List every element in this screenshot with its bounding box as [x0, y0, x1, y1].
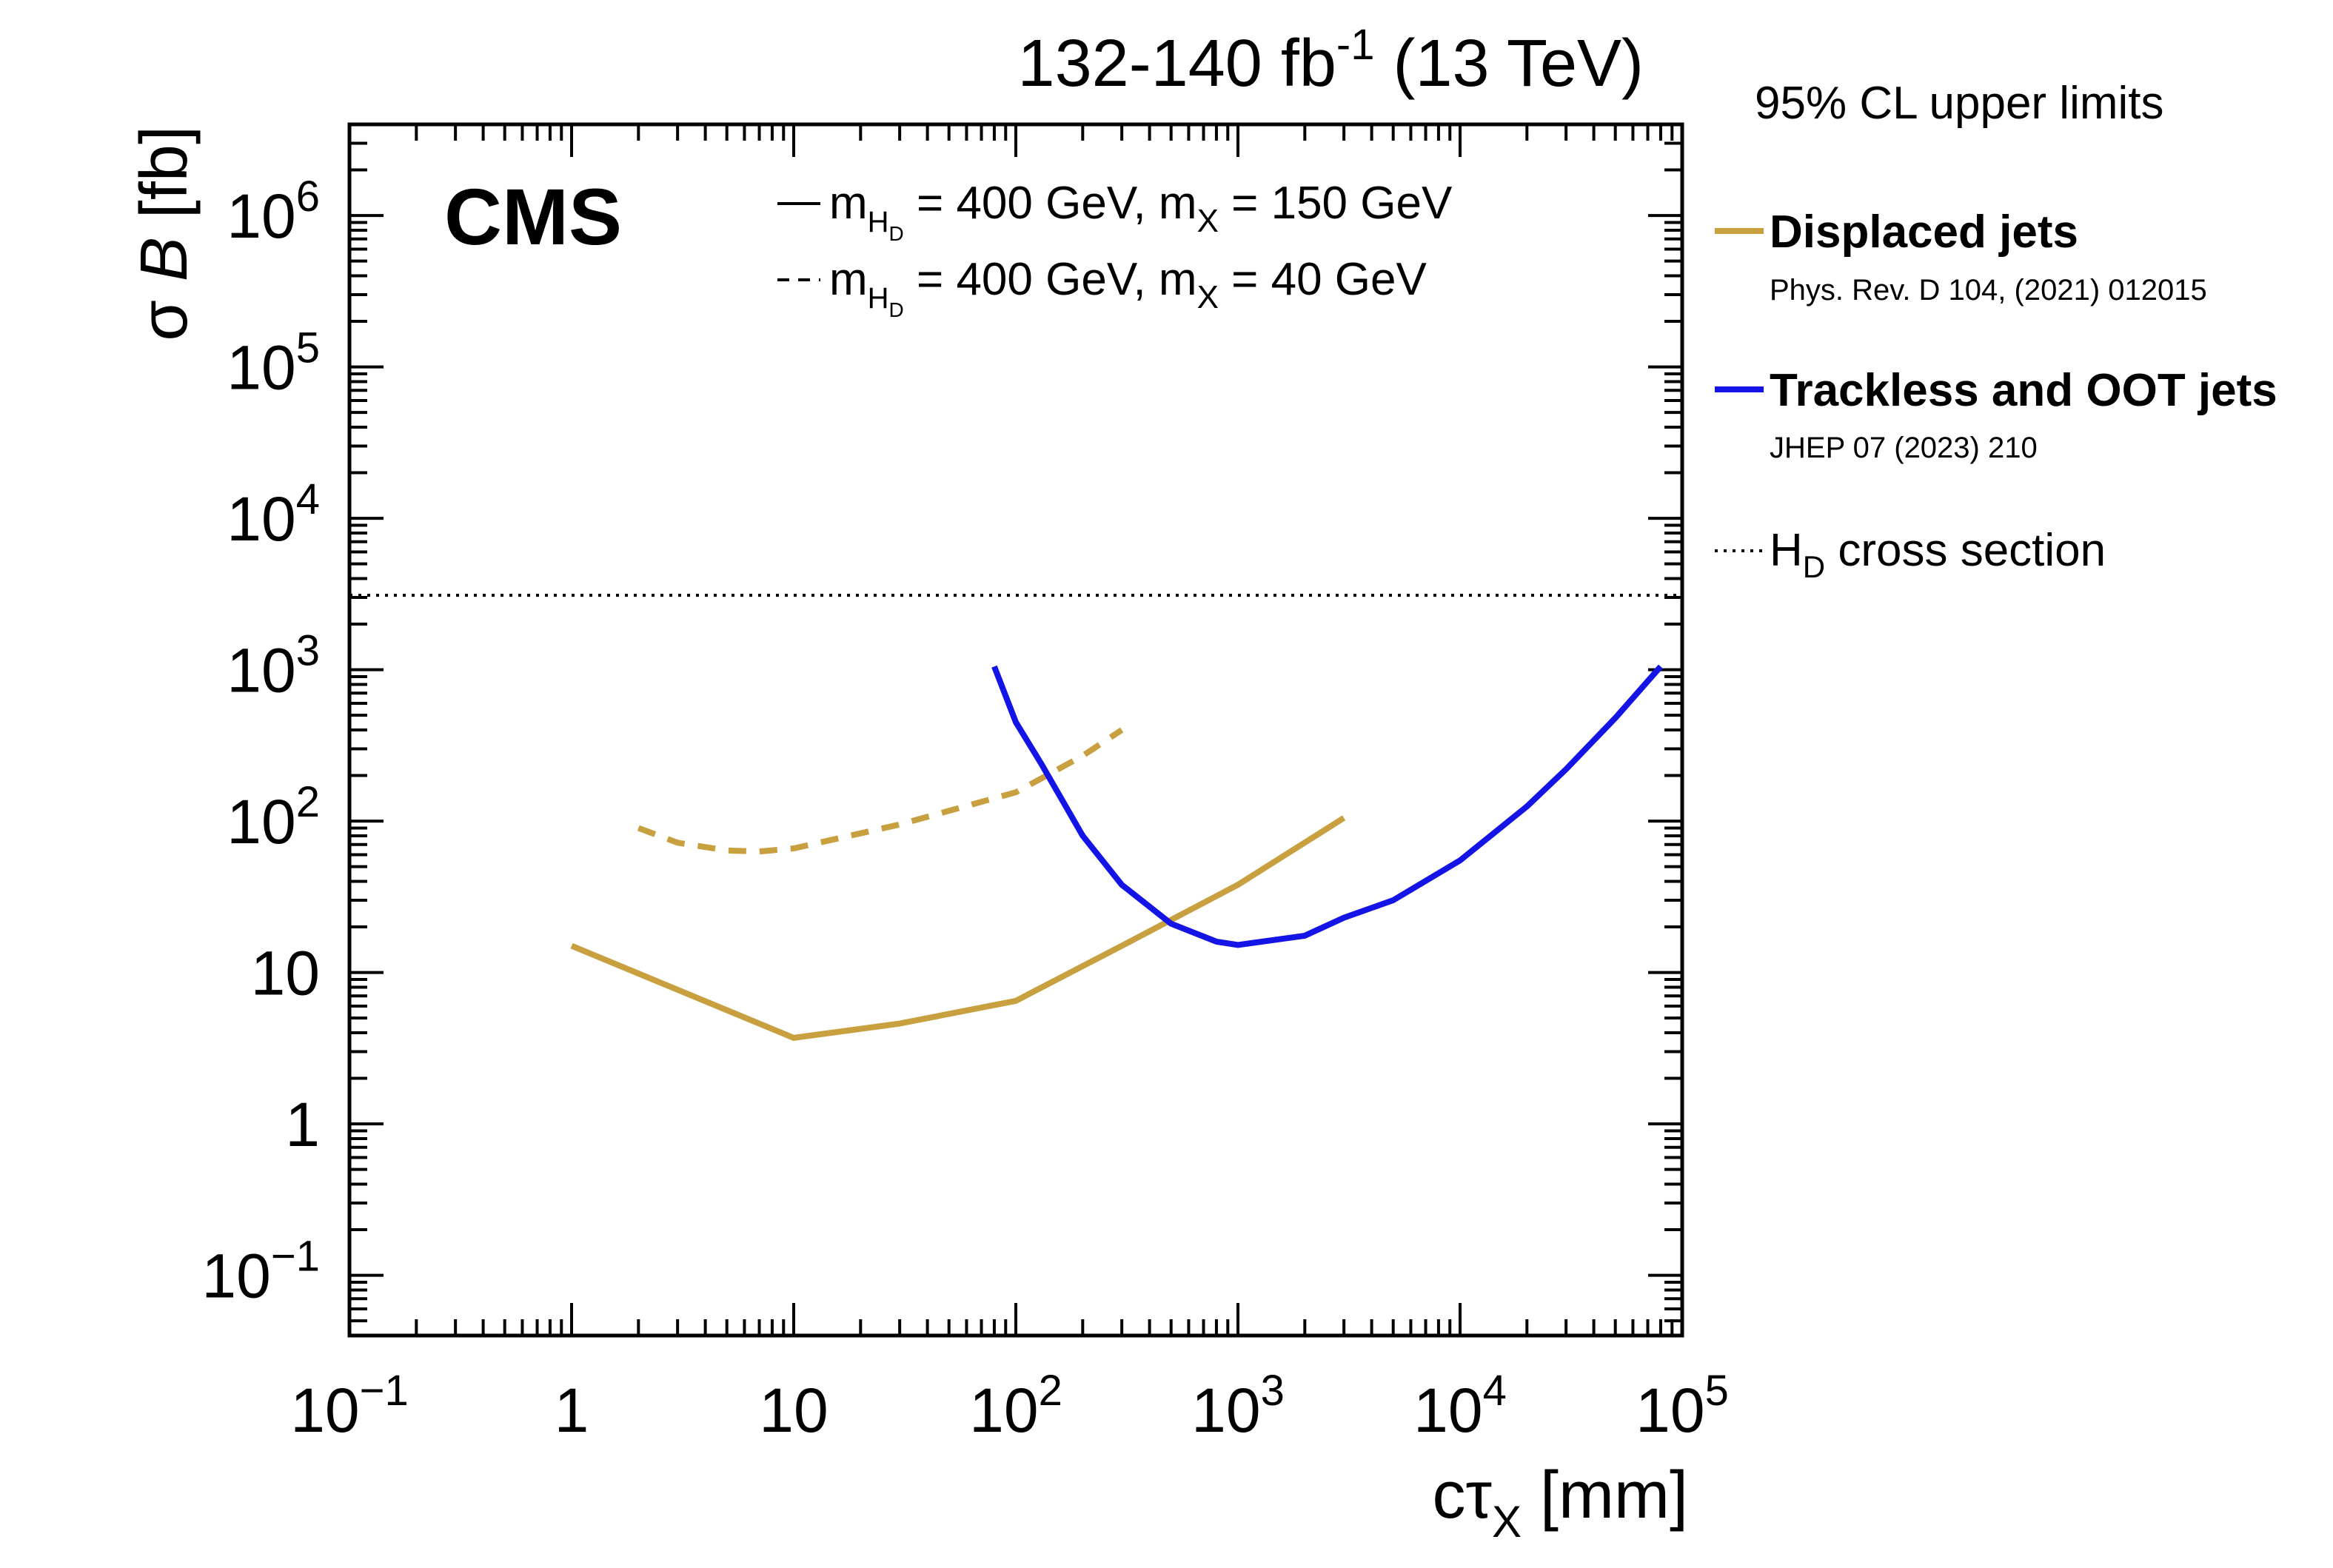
legend-displaced-label: Displaced jets — [1770, 207, 2078, 258]
y-tick-label: 102 — [227, 778, 320, 857]
x-tick-label: 10−1 — [290, 1367, 409, 1445]
y-tick-label: 104 — [227, 475, 320, 554]
axes: 10−1 1 10 102 103 104 105 10−1 1 10 102 103 104 105 10… — [201, 122, 1729, 1445]
x-tick-label: 105 — [1636, 1367, 1729, 1445]
y-tick-label: 10−1 — [201, 1233, 320, 1311]
series-line-2 — [991, 664, 1663, 948]
x-tick-label: 102 — [969, 1367, 1062, 1445]
plot-frame — [347, 122, 1684, 1338]
x-tick-label: 104 — [1413, 1367, 1507, 1445]
legend-trackless-ref: JHEP 07 (2023) 210 — [1770, 432, 2038, 464]
x-tick-label: 1 — [555, 1376, 589, 1445]
series-line-1 — [637, 727, 1124, 855]
y-axis-title: σ B [fb] — [127, 126, 201, 341]
mass-legend-dashed-text: mHD = 400 GeV, mX = 40 GeV — [829, 254, 1427, 321]
mass-legend-solid-text: mHD = 400 GeV, mX = 150 GeV — [829, 178, 1453, 245]
legend-title: 95% CL upper limits — [1755, 78, 2164, 129]
x-tick-label: 10 — [759, 1376, 828, 1445]
y-tick-label: 10 — [251, 939, 320, 1008]
y-tick-label: 105 — [227, 324, 320, 403]
series-line-0 — [570, 815, 1346, 1041]
legend-xsec-label: HD cross section — [1770, 525, 2106, 584]
y-tick-label: 106 — [227, 172, 320, 251]
series-group — [570, 664, 1663, 1041]
cms-label: CMS — [444, 172, 622, 261]
legend-trackless-label: Trackless and OOT jets — [1770, 365, 2277, 416]
x-axis-title: cτX [mm] — [1432, 1458, 1688, 1547]
x-tick-label: 103 — [1191, 1367, 1285, 1445]
legend-displaced-ref: Phys. Rev. D 104, (2021) 012015 — [1770, 274, 2207, 306]
lumi-label: 132-140 fb-1 (13 TeV) — [1018, 21, 1644, 101]
y-tick-label: 1 — [285, 1090, 320, 1159]
y-tick-label: 103 — [227, 627, 320, 706]
